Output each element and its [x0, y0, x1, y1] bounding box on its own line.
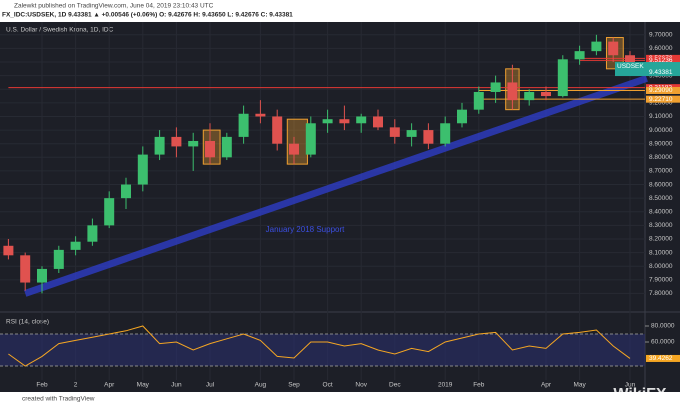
candle-body — [188, 140, 199, 147]
trendline — [24, 75, 648, 297]
rsi-last-label: 39.4262 — [649, 355, 673, 362]
candle-body — [440, 123, 451, 144]
watermark: WikiFX — [613, 386, 667, 403]
x-tick-label: Apr — [541, 382, 552, 389]
candle-body — [37, 268, 47, 283]
x-tick-label: Feb — [473, 382, 485, 389]
last-price-tag — [615, 62, 680, 77]
x-tick-label: Feb — [36, 382, 48, 389]
x-tick-label: Aug — [255, 382, 267, 389]
y-tick-label: 8.10000 — [649, 249, 673, 256]
candle-body — [20, 255, 31, 283]
candle-body — [272, 116, 283, 144]
y-tick-label: 8.30000 — [649, 222, 673, 229]
candle-body — [121, 184, 131, 199]
x-tick-label: Jun — [625, 382, 636, 389]
rsi-tick-label: 60.0000 — [651, 339, 675, 346]
chart-title: U.S. Dollar / Swedish Krona, 1D, IDC — [6, 27, 114, 34]
y-tick-label: 8.50000 — [649, 195, 673, 202]
y-tick-label: 8.20000 — [649, 236, 673, 243]
candle-body — [406, 130, 417, 137]
candle-body — [238, 113, 249, 137]
y-tick-label: 8.70000 — [649, 168, 673, 175]
x-tick-label: Dec — [389, 382, 401, 389]
y-tick-label: 9.10000 — [649, 113, 673, 120]
candle-body — [356, 116, 367, 124]
highlight-box — [286, 118, 308, 165]
candle-body — [557, 59, 568, 97]
last-price-label: 9.43381 — [649, 69, 673, 76]
candle-body — [423, 130, 434, 144]
x-tick-label: May — [137, 382, 150, 389]
y-tick-label: 9.70000 — [649, 32, 673, 39]
y-tick-label: 7.80000 — [649, 290, 673, 297]
x-tick-label: Jul — [206, 382, 215, 389]
y-tick-label: 9.20000 — [649, 100, 673, 107]
rsi-tag — [646, 354, 680, 362]
x-tick-label: Oct — [323, 382, 333, 389]
candle-body — [171, 136, 182, 147]
x-tick-label: Jun — [171, 382, 182, 389]
candle-body — [591, 41, 602, 52]
candle-body — [221, 136, 232, 158]
candle-body — [137, 154, 148, 185]
rsi-line — [8, 325, 631, 367]
rsi-tick-label: 80.0000 — [651, 323, 675, 330]
x-tick-label: Nov — [355, 382, 367, 389]
candle-body — [339, 119, 350, 124]
x-tick-label: 2 — [74, 382, 78, 389]
y-tick-label: 7.90000 — [649, 277, 673, 284]
candle-body — [154, 136, 165, 155]
candle-body — [305, 123, 316, 155]
y-tick-label: 8.90000 — [649, 140, 673, 147]
x-tick-label: Apr — [104, 382, 115, 389]
trendline-label: January 2018 Support — [266, 225, 346, 234]
x-tick-label: May — [573, 382, 586, 389]
symbol-tag: USDSEK — [617, 63, 644, 70]
candle-body — [255, 113, 266, 117]
candle-body — [322, 119, 333, 124]
candle-body — [389, 127, 400, 137]
publish-line: Zalewkt published on TradingView.com, Ju… — [14, 3, 214, 10]
candle-body — [524, 91, 535, 101]
y-tick-label: 9.00000 — [649, 127, 673, 134]
level-label: 9.29090 — [649, 87, 673, 94]
level-label: 9.51236 — [649, 57, 673, 64]
rsi-title: RSI (14, close) — [6, 319, 49, 326]
candle-body — [473, 91, 484, 110]
x-tick-label: 2019 — [438, 382, 453, 389]
candle-body — [373, 116, 383, 128]
level-tag — [646, 95, 680, 103]
candle-body — [457, 109, 467, 124]
rsi-band — [0, 334, 645, 366]
y-tick-label: 8.60000 — [649, 181, 673, 188]
candle-body — [289, 143, 299, 155]
level-tag — [646, 86, 680, 94]
y-tick-label: 9.60000 — [649, 45, 673, 52]
level-label: 9.22710 — [649, 96, 673, 103]
candle-body — [574, 51, 585, 60]
y-tick-label: 8.80000 — [649, 154, 673, 161]
candle-body — [507, 82, 518, 101]
candle-body — [104, 198, 115, 226]
candle-body — [3, 245, 14, 256]
candle-body — [608, 41, 619, 56]
symbol-line: FX_IDC:USDSEK, 1D 9.43381 ▲ +0.00546 (+0… — [2, 12, 293, 19]
candle-body — [70, 241, 81, 250]
level-tag — [646, 56, 680, 64]
candle-body — [87, 225, 98, 242]
candle-body — [541, 91, 551, 97]
x-tick-label: Sep — [288, 382, 300, 389]
footer: created with TradingView — [22, 396, 95, 403]
y-tick-label: 8.00000 — [649, 263, 673, 270]
candle-body — [490, 82, 501, 92]
y-tick-label: 8.40000 — [649, 208, 673, 215]
candle-body — [205, 140, 215, 158]
candle-body — [53, 249, 64, 269]
